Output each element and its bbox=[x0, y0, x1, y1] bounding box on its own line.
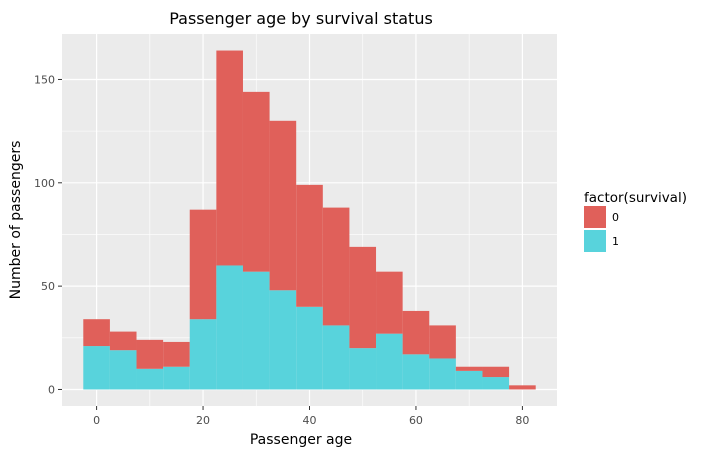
bar-not-survived bbox=[349, 246, 377, 349]
bar-not-survived bbox=[242, 91, 270, 272]
y-tick-label: 150 bbox=[34, 73, 55, 86]
bar-not-survived bbox=[163, 341, 190, 367]
bar-not-survived bbox=[296, 184, 323, 307]
bars bbox=[83, 50, 536, 390]
bar-survived bbox=[455, 370, 483, 390]
bar-survived bbox=[349, 348, 377, 390]
bar-not-survived bbox=[322, 207, 350, 326]
bar-survived bbox=[402, 354, 430, 390]
bar-survived bbox=[83, 346, 110, 390]
x-axis-title: Passenger age bbox=[250, 432, 352, 448]
legend-label-1: 1 bbox=[612, 235, 619, 248]
bar-not-survived bbox=[429, 325, 456, 359]
bar-survived bbox=[109, 350, 137, 390]
bar-not-survived bbox=[269, 120, 297, 291]
bar-not-survived bbox=[83, 319, 110, 347]
y-tick-label: 0 bbox=[48, 383, 55, 396]
chart-title: Passenger age by survival status bbox=[169, 9, 433, 28]
y-tick-label: 50 bbox=[41, 280, 55, 293]
bar-survived bbox=[269, 290, 297, 390]
x-tick-label: 80 bbox=[515, 414, 529, 427]
bar-not-survived bbox=[109, 331, 137, 351]
bar-survived bbox=[429, 358, 456, 390]
bar-not-survived bbox=[455, 366, 483, 371]
axis-ticks: 0 20 40 60 80 0 50 100 150 bbox=[34, 73, 529, 427]
x-tick-label: 60 bbox=[409, 414, 423, 427]
legend-label-0: 0 bbox=[612, 211, 619, 224]
bar-survived bbox=[189, 319, 217, 390]
legend-key-1 bbox=[584, 230, 606, 252]
bar-not-survived bbox=[136, 339, 164, 369]
y-axis-title: Number of passengers bbox=[8, 141, 24, 300]
bar-not-survived bbox=[402, 310, 430, 355]
bar-not-survived bbox=[509, 385, 536, 390]
bar-survived bbox=[376, 333, 403, 390]
bar-not-survived bbox=[482, 366, 510, 378]
bar-not-survived bbox=[189, 209, 217, 320]
bar-survived bbox=[163, 366, 190, 390]
x-tick-label: 40 bbox=[303, 414, 317, 427]
x-tick-label: 0 bbox=[93, 414, 100, 427]
bar-survived bbox=[322, 325, 350, 390]
bar-not-survived bbox=[216, 50, 243, 266]
legend-title: factor(survival) bbox=[584, 190, 687, 206]
legend: factor(survival) 0 1 bbox=[584, 190, 687, 252]
bar-not-survived bbox=[376, 271, 403, 334]
x-tick-label: 20 bbox=[196, 414, 210, 427]
bar-survived bbox=[242, 271, 270, 390]
bar-survived bbox=[136, 368, 164, 390]
bar-survived bbox=[216, 265, 243, 390]
legend-key-0 bbox=[584, 206, 606, 228]
y-tick-label: 100 bbox=[34, 177, 55, 190]
bar-survived bbox=[296, 306, 323, 390]
bar-survived bbox=[482, 377, 510, 390]
